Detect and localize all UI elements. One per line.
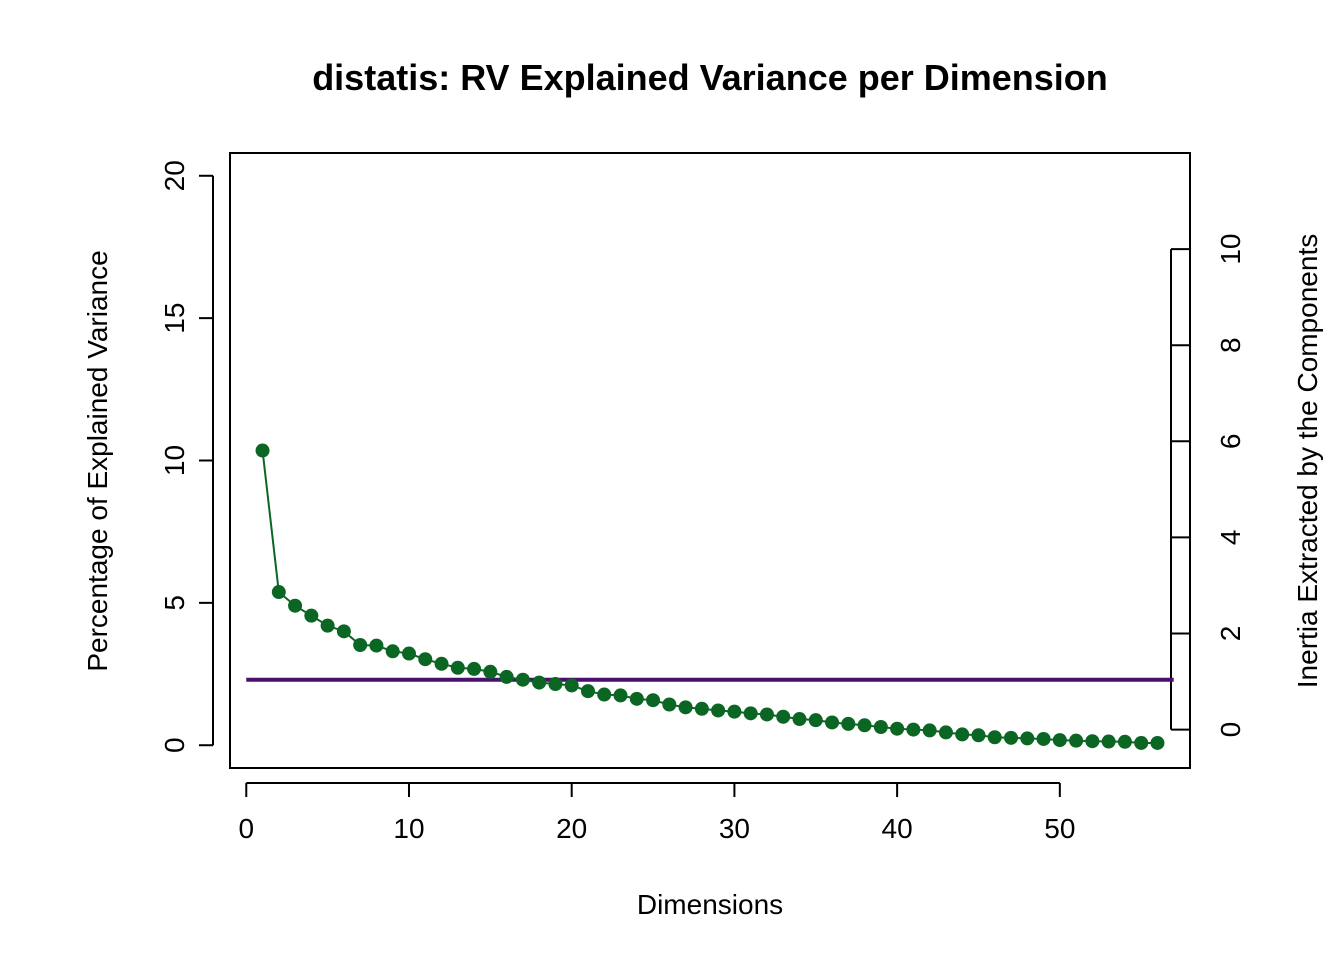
- data-point-15: [483, 664, 498, 679]
- data-point-39: [873, 720, 888, 734]
- data-point-36: [825, 715, 840, 730]
- data-point-42: [922, 723, 937, 738]
- y2-tick-label-0: 0: [1215, 722, 1246, 738]
- data-point-23: [613, 688, 628, 703]
- y-tick-label-15: 15: [159, 303, 190, 334]
- data-point-7: [353, 638, 368, 652]
- data-point-30: [727, 704, 742, 719]
- data-point-27: [678, 700, 693, 715]
- data-point-52: [1085, 734, 1100, 749]
- data-point-44: [955, 727, 970, 742]
- data-point-33: [776, 709, 791, 724]
- data-point-54: [1117, 734, 1132, 749]
- y-tick-label-0: 0: [159, 737, 190, 753]
- data-point-18: [532, 675, 547, 690]
- y2-tick-label-2: 2: [1215, 626, 1246, 642]
- y2-tick-label-8: 8: [1215, 337, 1246, 353]
- x-axis-label: Dimensions: [637, 889, 783, 920]
- data-point-21: [580, 684, 595, 699]
- x-tick-label-50: 50: [1044, 813, 1075, 844]
- y-axis-left: 0 5 10 15 20: [159, 160, 214, 753]
- data-point-20: [564, 678, 579, 693]
- data-point-34: [792, 712, 807, 727]
- data-point-31: [743, 706, 758, 721]
- data-point-19: [548, 677, 563, 692]
- y-tick-label-10: 10: [159, 445, 190, 476]
- data-point-8: [369, 638, 384, 653]
- data-point-26: [662, 697, 677, 712]
- x-tick-label-0: 0: [238, 813, 254, 844]
- y2-tick-label-4: 4: [1215, 530, 1246, 546]
- data-point-17: [515, 672, 530, 687]
- data-point-38: [857, 718, 872, 733]
- data-point-22: [597, 687, 612, 702]
- y-tick-label-20: 20: [159, 160, 190, 191]
- x-tick-label-20: 20: [556, 813, 587, 844]
- data-point-12: [434, 656, 449, 671]
- series-layer: [255, 443, 1165, 750]
- chart-title: distatis: RV Explained Variance per Dime…: [312, 57, 1108, 98]
- data-point-29: [711, 703, 726, 718]
- data-point-43: [938, 725, 953, 740]
- data-point-13: [450, 660, 465, 675]
- data-point-40: [890, 721, 905, 736]
- data-point-32: [759, 707, 774, 722]
- y2-axis-label: Inertia Extracted by the Components: [1292, 234, 1323, 688]
- data-point-1: [255, 443, 270, 458]
- x-axis: 0 10 20 30 40 50: [238, 782, 1075, 844]
- data-point-48: [1020, 731, 1035, 746]
- data-point-41: [906, 722, 921, 737]
- data-point-9: [385, 644, 400, 659]
- data-point-14: [467, 661, 482, 676]
- data-point-25: [646, 693, 661, 708]
- data-point-35: [808, 713, 823, 728]
- plot-area-frame: [229, 152, 1191, 769]
- data-point-53: [1101, 734, 1116, 749]
- data-point-5: [320, 618, 335, 633]
- data-point-55: [1134, 735, 1149, 750]
- data-point-4: [304, 608, 319, 623]
- data-point-16: [499, 669, 514, 684]
- y-axis-right-inertia: 0 2 4 6 8 10: [1170, 234, 1246, 738]
- y-axis-label: Percentage of Explained Variance: [82, 250, 113, 671]
- y-tick-label-5: 5: [159, 595, 190, 611]
- x-tick-label-30: 30: [719, 813, 750, 844]
- y2-tick-label-10: 10: [1215, 234, 1246, 265]
- x-tick-label-10: 10: [393, 813, 424, 844]
- data-point-3: [288, 598, 303, 613]
- data-point-49: [1036, 731, 1051, 746]
- data-point-37: [841, 716, 856, 731]
- data-point-6: [336, 624, 351, 639]
- data-point-56: [1150, 735, 1165, 750]
- data-point-28: [694, 701, 709, 716]
- y2-tick-label-6: 6: [1215, 433, 1246, 449]
- series-line-0: [261, 450, 1158, 744]
- data-point-10: [401, 646, 416, 661]
- data-point-11: [418, 652, 433, 667]
- data-point-47: [1004, 730, 1019, 745]
- data-point-45: [971, 728, 986, 743]
- data-point-2: [271, 585, 286, 600]
- data-point-46: [987, 730, 1002, 745]
- data-point-24: [629, 691, 644, 706]
- x-tick-label-40: 40: [882, 813, 913, 844]
- data-point-50: [1052, 733, 1067, 748]
- data-point-51: [1069, 733, 1084, 748]
